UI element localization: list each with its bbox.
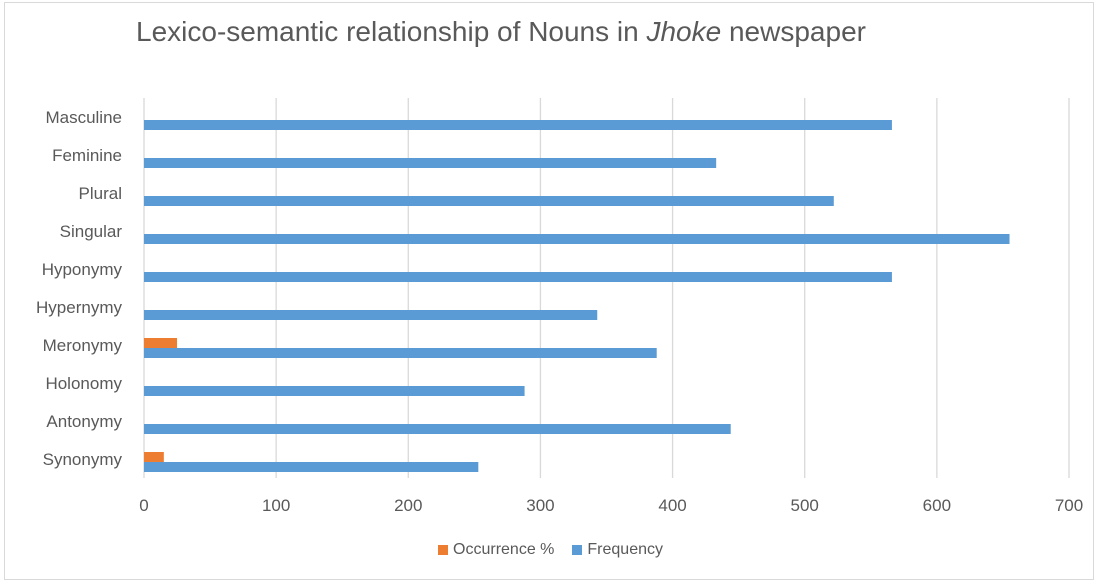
bar-occurrence	[144, 452, 164, 462]
bar-frequency	[144, 120, 892, 130]
bar-frequency	[144, 234, 1010, 244]
bar-occurrence	[144, 338, 178, 348]
bar-frequency	[144, 196, 834, 206]
y-category-label: Holonomy	[45, 374, 122, 393]
legend-swatch-occurrence	[438, 545, 449, 555]
legend-item-occurrence: Occurrence %	[438, 541, 554, 559]
title-emphasis: Jhoke	[646, 16, 722, 47]
y-category-label: Singular	[60, 222, 123, 241]
x-tick-label: 700	[1055, 496, 1083, 515]
legend-item-frequency: Frequency	[572, 541, 663, 559]
legend-swatch-frequency	[572, 545, 583, 555]
bar-frequency	[144, 272, 892, 282]
chart-title: Lexico-semantic relationship of Nouns in…	[136, 16, 866, 48]
bar-frequency	[144, 424, 731, 434]
title-suffix: newspaper	[721, 16, 866, 47]
y-category-label: Hypernymy	[36, 298, 122, 317]
y-category-label: Masculine	[45, 108, 122, 127]
x-tick-label: 100	[262, 496, 290, 515]
y-category-label: Synonymy	[43, 450, 123, 469]
x-tick-label: 600	[923, 496, 951, 515]
y-category-label: Meronymy	[43, 336, 123, 355]
y-category-label: Plural	[79, 184, 122, 203]
chart-frame	[4, 2, 1094, 580]
x-tick-label: 200	[394, 496, 422, 515]
bar-frequency	[144, 158, 717, 168]
x-tick-label: 400	[658, 496, 686, 515]
x-tick-label: 500	[791, 496, 819, 515]
x-tick-label: 0	[139, 496, 148, 515]
title-prefix: Lexico-semantic relationship of Nouns in	[136, 16, 647, 47]
bar-frequency	[144, 310, 598, 320]
legend-label-occurrence: Occurrence %	[453, 541, 555, 558]
bar-frequency	[144, 462, 479, 472]
legend-label-frequency: Frequency	[587, 541, 663, 558]
x-tick-label: 300	[526, 496, 554, 515]
bar-frequency	[144, 386, 525, 396]
bar-frequency	[144, 348, 657, 358]
y-category-label: Hyponymy	[42, 260, 123, 279]
chart-legend: Occurrence % Frequency	[0, 541, 1101, 559]
y-category-label: Antonymy	[46, 412, 122, 431]
y-category-label: Feminine	[52, 146, 122, 165]
